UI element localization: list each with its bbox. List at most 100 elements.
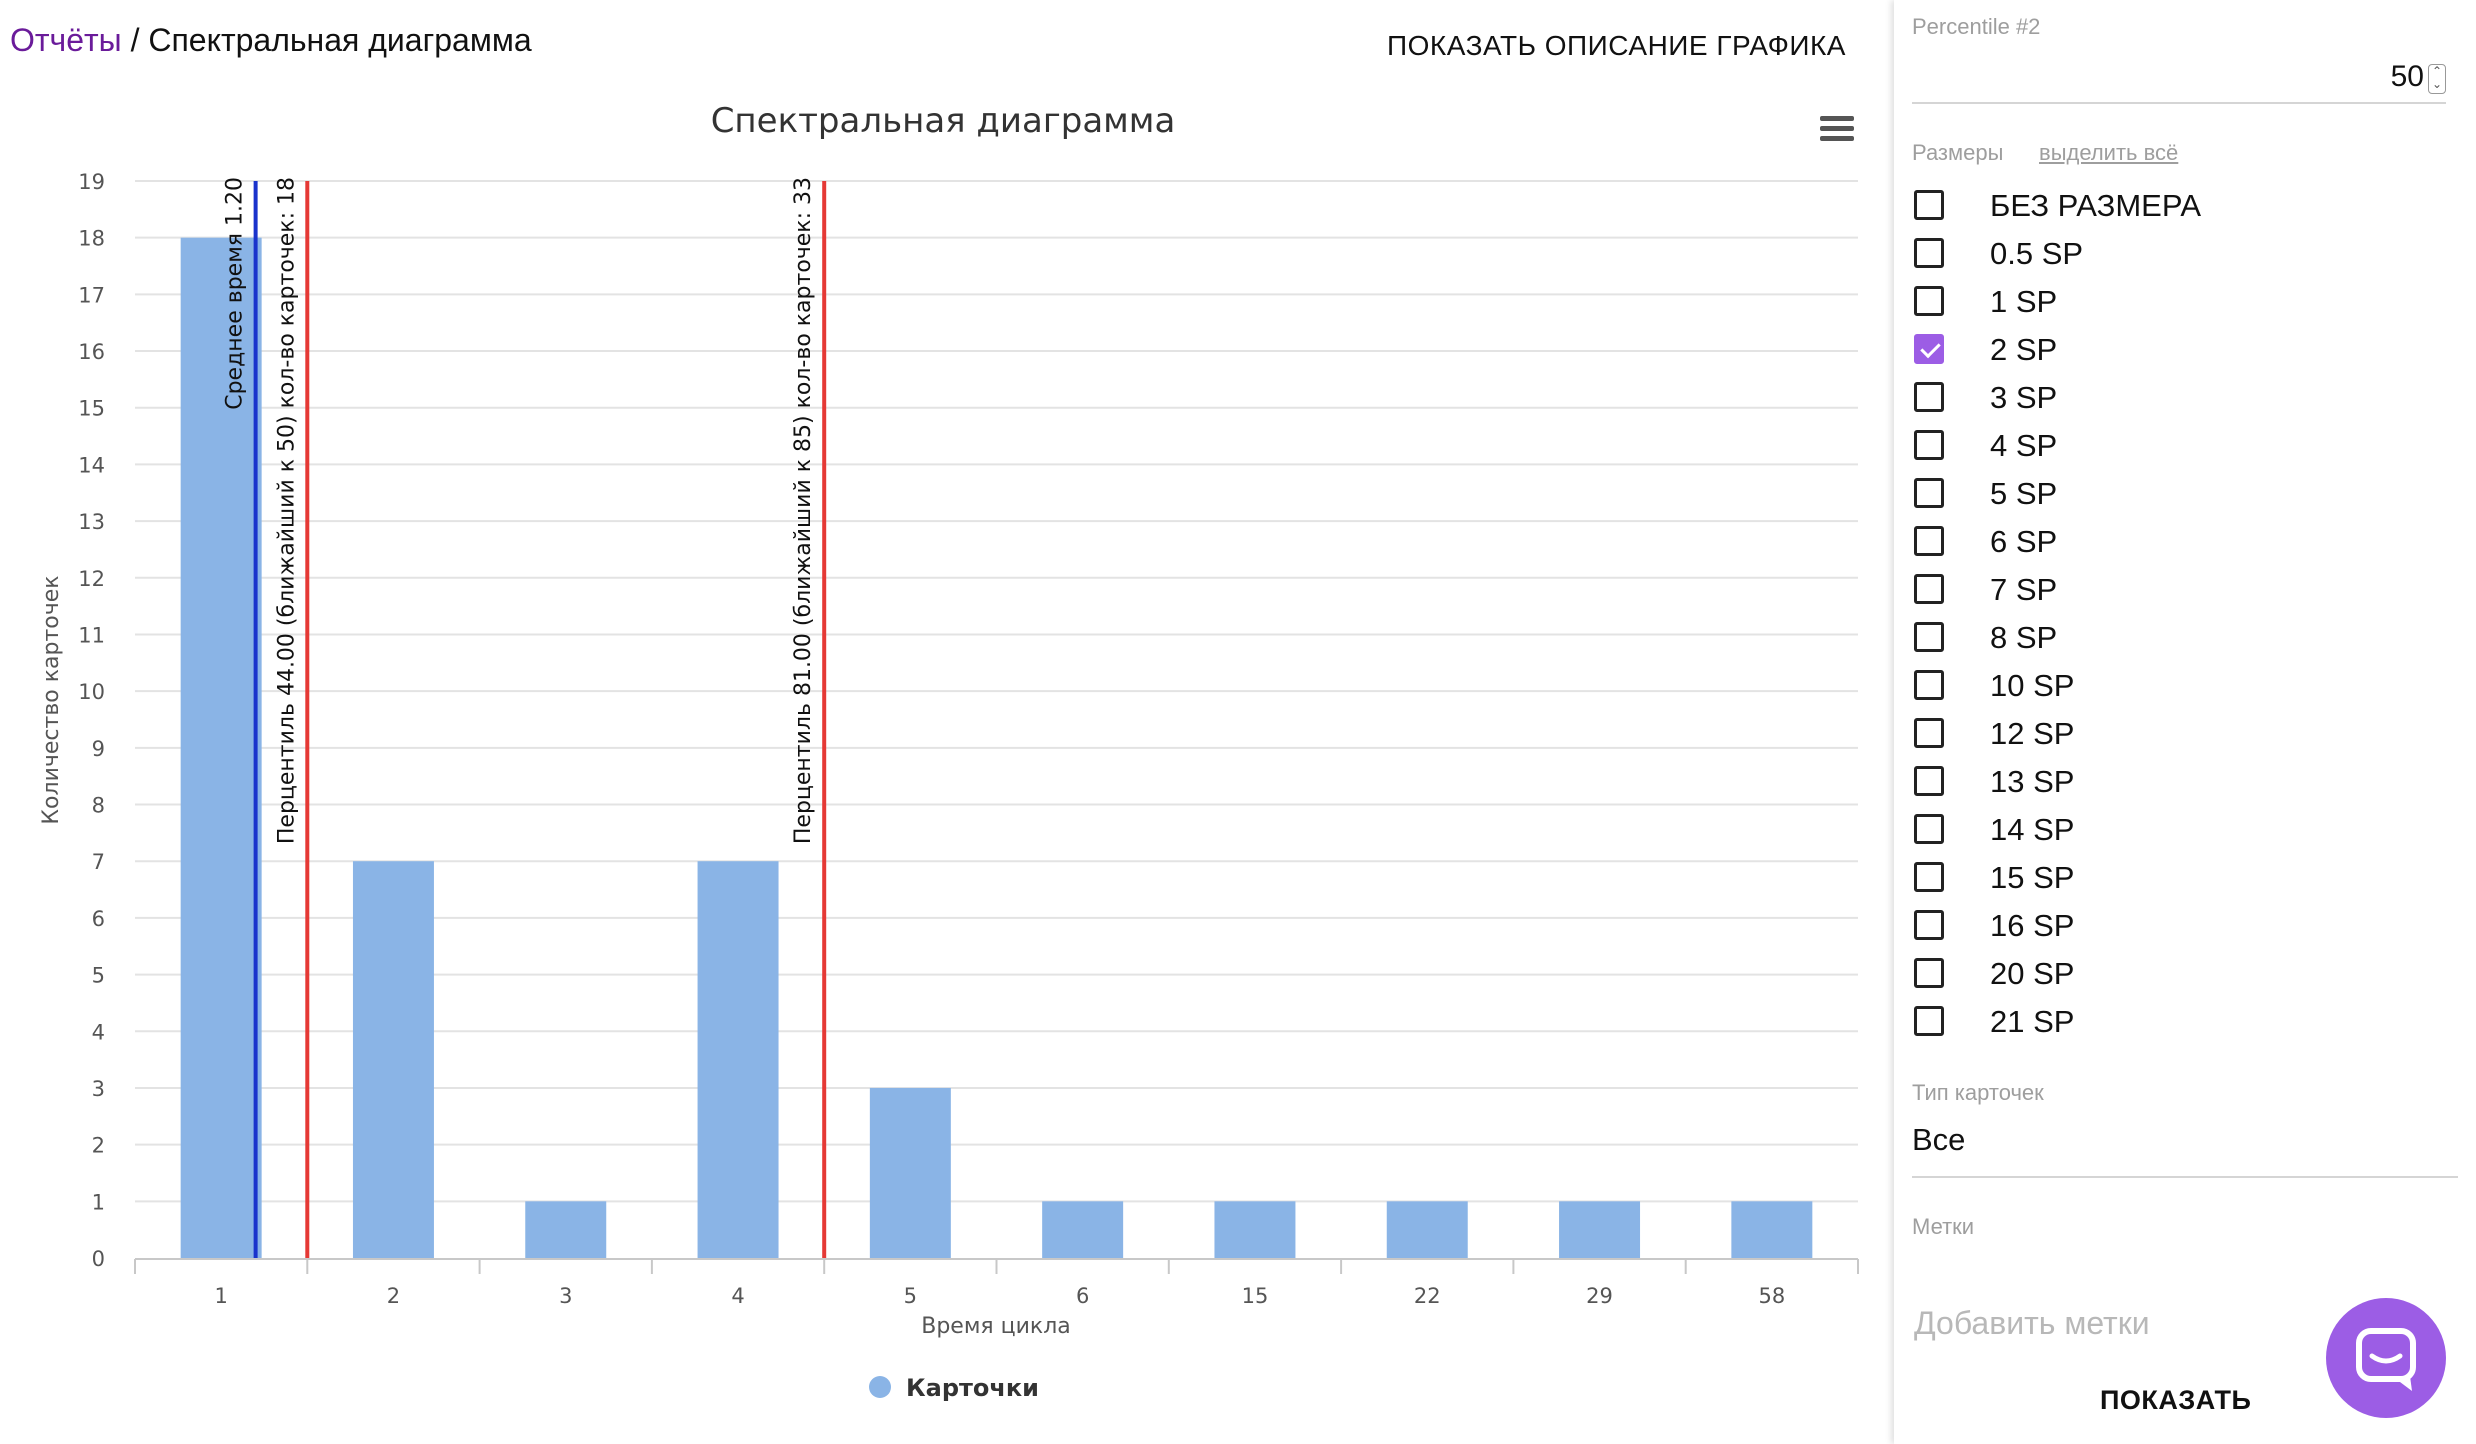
y-tick-label: 13 xyxy=(78,510,105,534)
size-label: 1 SP xyxy=(1990,284,2058,319)
plot-line-label: Среднее время 1.20 xyxy=(223,177,248,410)
card-type-select[interactable]: Все xyxy=(1912,1110,2458,1178)
show-button[interactable]: ПОКАЗАТЬ xyxy=(2094,1384,2257,1417)
y-tick-label: 12 xyxy=(78,567,105,591)
size-checkbox[interactable] xyxy=(1914,1006,1944,1036)
x-tick-label: 5 xyxy=(904,1284,917,1308)
size-label: 13 SP xyxy=(1990,764,2075,799)
bar[interactable] xyxy=(1731,1201,1813,1258)
size-label: 6 SP xyxy=(1990,524,2058,559)
size-checkbox[interactable] xyxy=(1914,910,1944,940)
size-checkbox[interactable] xyxy=(1914,382,1944,412)
chart-menu-icon[interactable] xyxy=(1820,116,1854,141)
y-tick-label: 17 xyxy=(78,283,105,307)
size-label: БЕЗ РАЗМЕРА xyxy=(1990,188,2202,223)
size-checkbox[interactable] xyxy=(1914,766,1944,796)
select-all-link[interactable]: выделить всё xyxy=(2039,140,2179,165)
y-tick-label: 7 xyxy=(92,850,105,874)
size-checkbox[interactable] xyxy=(1914,430,1944,460)
plot-line-label: Перцентиль 81.00 (ближайший к 85) кол-во… xyxy=(791,177,816,844)
size-label: 4 SP xyxy=(1990,428,2058,463)
size-checkbox[interactable] xyxy=(1914,814,1944,844)
x-tick-label: 15 xyxy=(1242,1284,1269,1308)
bar[interactable] xyxy=(1214,1201,1296,1258)
chat-button[interactable] xyxy=(2326,1298,2446,1418)
size-checkbox[interactable] xyxy=(1914,526,1944,556)
y-tick-label: 18 xyxy=(78,227,105,251)
size-checkbox[interactable] xyxy=(1914,718,1944,748)
size-checkbox[interactable] xyxy=(1914,238,1944,268)
y-tick-label: 1 xyxy=(92,1190,105,1214)
x-tick-label: 3 xyxy=(559,1284,572,1308)
bar[interactable] xyxy=(525,1201,607,1258)
size-checkbox[interactable] xyxy=(1914,574,1944,604)
chat-icon xyxy=(2356,1328,2416,1391)
size-label: 20 SP xyxy=(1990,956,2075,991)
bar[interactable] xyxy=(869,1087,951,1258)
size-label: 12 SP xyxy=(1990,716,2075,751)
breadcrumb-separator: / xyxy=(121,22,149,58)
size-checkbox[interactable] xyxy=(1914,190,1944,220)
size-label: 15 SP xyxy=(1990,860,2075,895)
y-axis-title: Количество карточек xyxy=(39,575,64,824)
bar[interactable] xyxy=(697,861,779,1258)
x-tick-label: 58 xyxy=(1758,1284,1785,1308)
y-tick-label: 16 xyxy=(78,340,105,364)
size-label: 14 SP xyxy=(1990,812,2075,847)
y-tick-label: 3 xyxy=(92,1077,105,1101)
y-tick-label: 10 xyxy=(78,680,105,704)
x-tick-label: 29 xyxy=(1586,1284,1613,1308)
bar[interactable] xyxy=(1042,1201,1124,1258)
size-label: 3 SP xyxy=(1990,380,2058,415)
x-tick-label: 4 xyxy=(731,1284,744,1308)
y-tick-label: 6 xyxy=(92,907,105,931)
show-description-button[interactable]: ПОКАЗАТЬ ОПИСАНИЕ ГРАФИКА xyxy=(1387,30,1846,61)
bar[interactable] xyxy=(1386,1201,1468,1258)
y-tick-label: 4 xyxy=(92,1020,105,1044)
x-axis-title: Время цикла xyxy=(921,1314,1071,1339)
percentile-stepper-icon[interactable]: ⌃ ⌄ xyxy=(2428,64,2446,94)
size-checkbox[interactable] xyxy=(1914,334,1944,364)
size-checkbox[interactable] xyxy=(1914,478,1944,508)
breadcrumb-reports-link[interactable]: Отчёты xyxy=(10,22,122,58)
size-label: 5 SP xyxy=(1990,476,2058,511)
x-tick-label: 2 xyxy=(387,1284,400,1308)
x-tick-label: 22 xyxy=(1414,1284,1441,1308)
size-label: 0.5 SP xyxy=(1990,236,2084,271)
size-checkbox[interactable] xyxy=(1914,286,1944,316)
sizes-label: Размеры xyxy=(1912,140,2004,165)
y-tick-label: 8 xyxy=(92,794,105,818)
bar[interactable] xyxy=(1559,1201,1641,1258)
bar[interactable] xyxy=(352,861,434,1258)
bar[interactable] xyxy=(180,237,262,1258)
x-tick-label: 1 xyxy=(214,1284,227,1308)
chart-legend[interactable]: Карточки xyxy=(869,1374,1039,1402)
size-label: 8 SP xyxy=(1990,620,2058,655)
size-label: 16 SP xyxy=(1990,908,2075,943)
y-tick-label: 11 xyxy=(78,623,105,647)
y-tick-label: 5 xyxy=(92,964,105,988)
card-type-value: Все xyxy=(1912,1122,1966,1157)
breadcrumb: Отчёты / Спектральная диаграмма xyxy=(10,22,532,59)
percentile-label: Percentile #2 xyxy=(1912,14,2041,39)
size-checkbox[interactable] xyxy=(1914,670,1944,700)
percentile-input[interactable]: 50 ⌃ ⌄ xyxy=(1912,52,2446,104)
size-label: 10 SP xyxy=(1990,668,2075,703)
y-tick-label: 2 xyxy=(92,1134,105,1158)
legend-label: Карточки xyxy=(906,1374,1039,1402)
size-label: 2 SP xyxy=(1990,332,2058,367)
size-checkbox[interactable] xyxy=(1914,622,1944,652)
plot-line-label: Перцентиль 44.00 (ближайший к 50) кол-во… xyxy=(274,177,299,844)
size-label: 7 SP xyxy=(1990,572,2058,607)
breadcrumb-current: Спектральная диаграмма xyxy=(148,22,532,58)
main-area: Отчёты / Спектральная диаграмма ПОКАЗАТЬ… xyxy=(10,22,1859,1402)
size-checkbox[interactable] xyxy=(1914,958,1944,988)
y-tick-label: 9 xyxy=(92,737,105,761)
y-tick-label: 19 xyxy=(78,170,105,194)
y-tick-label: 14 xyxy=(78,453,105,477)
legend-marker xyxy=(869,1376,891,1398)
x-tick-label: 6 xyxy=(1076,1284,1089,1308)
size-checkbox[interactable] xyxy=(1914,862,1944,892)
spectral-chart: Спектральная диаграмма Среднее время 1.2… xyxy=(39,101,1859,1402)
tags-label: Метки xyxy=(1912,1214,1975,1239)
